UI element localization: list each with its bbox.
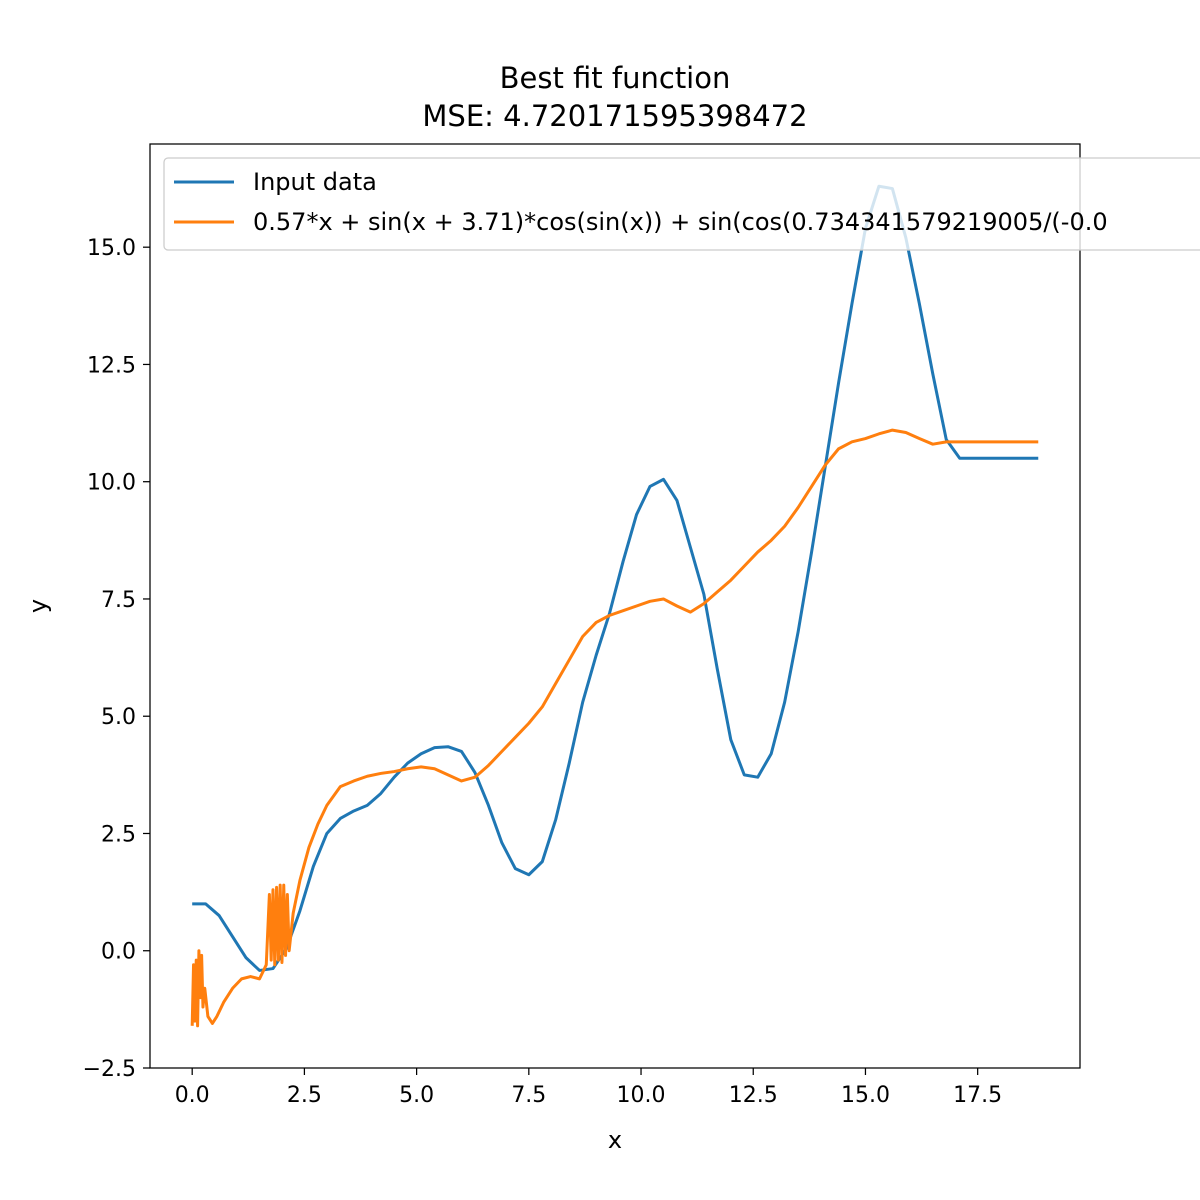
axis-ticks: 0.0 2.5 5.0 7.5 10.0 12.5 15.0 17.5 −2.5 0.0 2.5 5.… — [83, 236, 1003, 1108]
legend-label-input-data: Input data — [253, 168, 377, 196]
y-tick-label-7-5: 7.5 — [101, 588, 136, 613]
y-tick-label-15-0: 15.0 — [87, 236, 136, 261]
x-tick-label-10-0: 10.0 — [617, 1083, 666, 1108]
x-tick-label-0-0: 0.0 — [175, 1083, 210, 1108]
y-tick-label-0-0: 0.0 — [101, 940, 136, 965]
x-axis-label: x — [608, 1126, 622, 1154]
x-tick-label-2-5: 2.5 — [287, 1083, 322, 1108]
series-line-fit-function — [190, 428, 1039, 1028]
legend-box — [163, 157, 1200, 251]
y-tick-label-neg-2-5: −2.5 — [83, 1057, 136, 1082]
chart-title: Best fit function — [500, 61, 731, 95]
x-tick-label-17-5: 17.5 — [953, 1083, 1002, 1108]
x-tick-label-15-0: 15.0 — [841, 1083, 890, 1108]
chart-subtitle: MSE: 4.720171595398472 — [422, 99, 807, 133]
x-tick-label-12-5: 12.5 — [729, 1083, 778, 1108]
y-tick-label-12-5: 12.5 — [87, 353, 136, 378]
x-tick-label-5-0: 5.0 — [399, 1083, 434, 1108]
y-tick-label-2-5: 2.5 — [101, 822, 136, 847]
y-tick-label-10-0: 10.0 — [87, 471, 136, 496]
y-tick-label-5-0: 5.0 — [101, 705, 136, 730]
x-tick-label-7-5: 7.5 — [511, 1083, 546, 1108]
legend-label-fit-function: 0.57*x + sin(x + 3.71)*cos(sin(x)) + sin… — [253, 208, 1108, 236]
axes-frame — [149, 143, 1081, 1069]
legend: Input data 0.57*x + sin(x + 3.71)*cos(si… — [163, 157, 1200, 251]
y-axis-label: y — [24, 599, 52, 613]
